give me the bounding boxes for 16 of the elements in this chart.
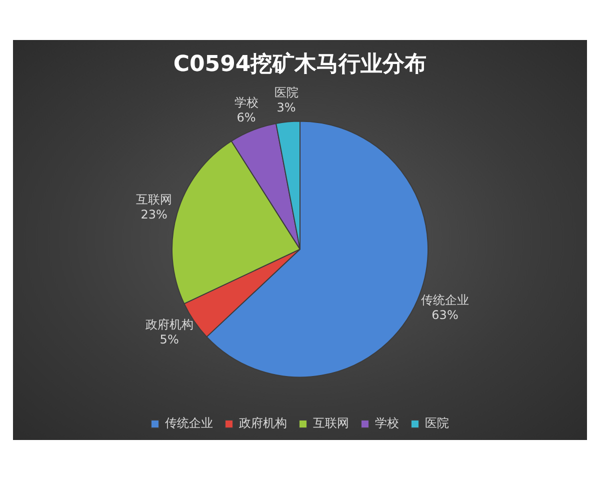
slice-label: 学校	[234, 95, 258, 110]
data-label: 3%	[276, 100, 296, 114]
legend-label: 互联网	[313, 416, 349, 430]
slice-label: 医院	[274, 85, 298, 100]
data-label: 6%	[236, 110, 256, 124]
legend-label: 政府机构	[239, 416, 287, 430]
slice-label: 政府机构	[145, 318, 194, 332]
data-label: 5%	[160, 332, 179, 347]
chart-title: C0594挖矿木马行业分布	[173, 50, 427, 77]
data-label: 23%	[140, 207, 168, 222]
legend-label: 学校	[375, 416, 399, 430]
data-label: 63%	[432, 308, 458, 322]
slice-label: 传统企业	[421, 293, 470, 307]
legend-label: 传统企业	[165, 416, 213, 430]
legend-label: 医院	[425, 416, 449, 430]
slice-label: 互联网	[136, 192, 172, 206]
